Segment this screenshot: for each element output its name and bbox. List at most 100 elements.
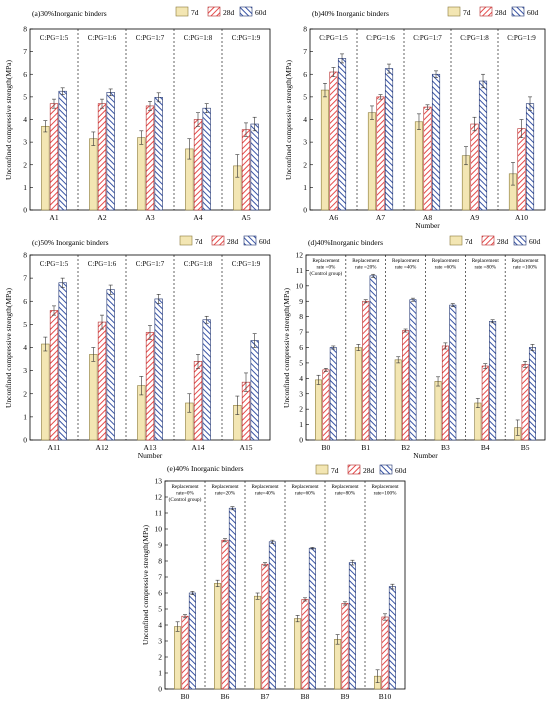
legend: 7d 28d 60d <box>315 464 407 475</box>
legend-label-7d: 7d <box>191 8 199 17</box>
y-tick-label: 2 <box>299 405 303 414</box>
bar-28d-A6 <box>329 71 338 211</box>
legend-swatch-28d <box>479 6 493 17</box>
group-label: (Control group) <box>310 270 343 277</box>
bar-7d-A7 <box>367 112 377 211</box>
bar-28d-B2 <box>402 330 410 441</box>
y-tick-label: 3 <box>303 138 307 147</box>
bar-60d-B0 <box>188 592 196 690</box>
legend-label-28d: 28d <box>497 237 509 246</box>
x-tick-label: B7 <box>261 692 270 701</box>
group-label: rate =40% <box>395 265 417 271</box>
y-tick-label: 3 <box>299 389 303 398</box>
legend-swatch-28d <box>207 6 221 17</box>
x-tick-label: A15 <box>240 443 253 452</box>
group-label: Replacement <box>291 484 319 490</box>
bar-7d-A3 <box>137 137 146 211</box>
bar-60d-A12 <box>106 289 115 441</box>
panel-title: (a)30%Inorganic binders <box>32 9 107 18</box>
group-label: C:PG=1:9 <box>507 34 536 42</box>
chart-panel-1: (b)40% Inorganic binders 7d 28d 60d 0 1 2 3 4 5 6 7… <box>284 6 546 230</box>
legend-swatch-7d <box>447 6 461 17</box>
x-tick-label: B8 <box>301 692 310 701</box>
y-tick-label: 8 <box>303 25 307 34</box>
legend-swatch-60d <box>243 235 257 246</box>
group-label: C:PG=1:5 <box>319 34 348 42</box>
group-label: rate=60% <box>295 491 316 497</box>
y-tick-label: 8 <box>299 312 303 321</box>
chart-panel-4: (e)40% Inorganic binders 7d 28d 60d01234567… <box>141 464 407 701</box>
bar-28d-B9 <box>341 603 349 690</box>
legend-swatch-7d <box>315 464 329 475</box>
bar-7d-A1 <box>41 125 50 211</box>
legend-label-60d: 60d <box>527 8 539 17</box>
y-tick-label: 6 <box>303 70 307 79</box>
y-tick-label: 8 <box>158 557 162 566</box>
y-tick-label: 7 <box>23 47 27 56</box>
bar-7d-A6 <box>320 89 330 211</box>
bar-60d-A8 <box>431 73 441 211</box>
legend-label-60d: 60d <box>395 466 407 475</box>
group-label: C:PG=1:5 <box>40 34 69 42</box>
x-tick-label: A10 <box>515 213 528 222</box>
group-label: rate =20% <box>355 265 377 271</box>
bar-28d-A4 <box>193 119 203 211</box>
y-tick-label: 1 <box>158 669 162 678</box>
y-tick-label: 4 <box>299 374 303 383</box>
legend-label-60d: 60d <box>255 8 267 17</box>
group-label: C:PG=1:7 <box>413 34 442 42</box>
y-tick-label: 10 <box>296 281 304 290</box>
bar-60d-B7 <box>268 541 276 690</box>
legend-label-7d: 7d <box>331 466 339 475</box>
legend-swatch-7d <box>449 235 463 246</box>
y-tick-label: 12 <box>155 493 163 502</box>
bar-7d-B0 <box>315 379 323 441</box>
group-label: Replacement <box>211 484 239 490</box>
x-tick-label: A1 <box>49 213 58 222</box>
x-tick-label: B0 <box>322 443 331 452</box>
x-tick-label: B6 <box>221 692 230 701</box>
legend-label-7d: 7d <box>463 8 471 17</box>
y-tick-label: 5 <box>158 605 162 614</box>
bar-28d-B0 <box>322 369 330 441</box>
y-tick-label: 12 <box>296 251 304 260</box>
bar-7d-B3 <box>434 381 442 441</box>
y-tick-label: 7 <box>158 573 162 582</box>
bar-28d-B7 <box>261 563 269 690</box>
y-tick-label: 8 <box>23 25 27 34</box>
legend-swatch-28d <box>347 464 361 475</box>
x-tick-label: B2 <box>401 443 410 452</box>
x-tick-label: A9 <box>470 213 479 222</box>
group-label: rate=20% <box>215 491 236 497</box>
x-tick-label: B10 <box>379 692 392 701</box>
y-tick-label: 1 <box>23 183 27 192</box>
y-tick-label: 8 <box>23 251 27 260</box>
bar-28d-B6 <box>221 539 229 690</box>
legend: 7d 28d 60d <box>179 235 271 246</box>
panel-title: (e)40% Inorganic binders <box>167 464 244 473</box>
bar-28d-A9 <box>470 123 479 211</box>
group-label: rate =0% <box>316 265 336 271</box>
bar-28d-A13 <box>145 332 155 441</box>
bar-28d-A14 <box>193 361 203 441</box>
y-tick-label: 5 <box>23 320 27 329</box>
group-label: C:PG=1:6 <box>88 260 117 268</box>
bar-7d-B8 <box>294 618 302 690</box>
y-axis-label: Unconfined compressive strength(MPa) <box>141 525 150 645</box>
bar-60d-A10 <box>525 103 535 211</box>
y-tick-label: 5 <box>303 92 307 101</box>
y-tick-label: 0 <box>303 206 307 215</box>
x-tick-label: B1 <box>361 443 370 452</box>
bar-7d-B1 <box>354 347 362 441</box>
legend: 7d 28d 60d <box>175 6 267 17</box>
bar-28d-B8 <box>301 599 309 690</box>
y-tick-label: 4 <box>23 115 27 124</box>
group-label: C:PG=1:6 <box>366 34 395 42</box>
bar-60d-B6 <box>228 507 236 690</box>
group-label: Replacement <box>331 484 359 490</box>
legend-swatch-60d <box>379 464 393 475</box>
y-axis-label: Unconfined compressive strength(MPa) <box>4 60 13 180</box>
bar-60d-A5 <box>250 123 259 211</box>
legend-label-7d: 7d <box>195 237 203 246</box>
legend-swatch-28d <box>211 235 225 246</box>
